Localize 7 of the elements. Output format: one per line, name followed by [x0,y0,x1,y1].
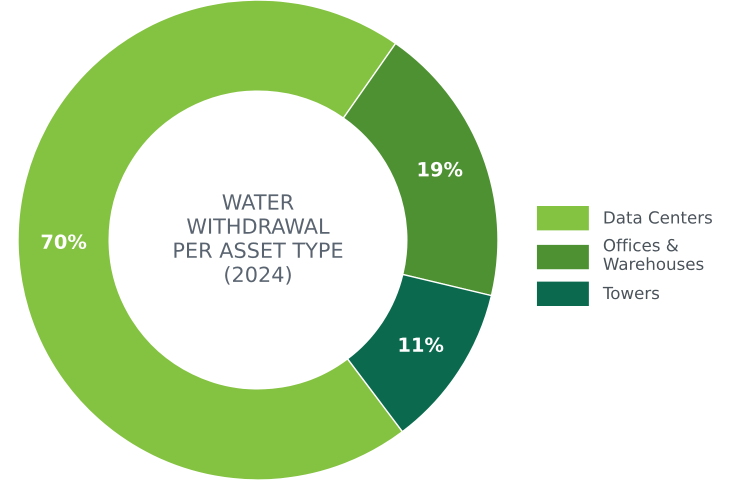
data-label: 11% [400,337,444,352]
data-label: 70% [42,234,86,250]
text: WATER WITHDRAWAL PER ASSET TYPE (2024) [174,194,342,285]
legend-label: Data Centers [604,211,712,224]
legend-label: Offices & Warehouses [603,238,704,270]
data-label: 19% [418,162,462,177]
legend-label: Towers [602,286,660,300]
